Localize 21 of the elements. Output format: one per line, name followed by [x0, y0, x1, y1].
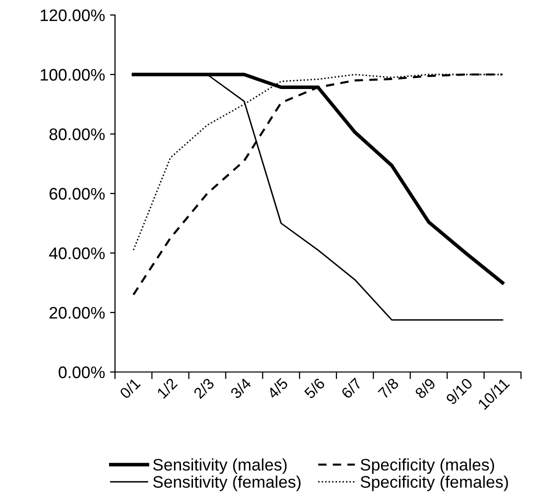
- x-tick-label: 2/3: [192, 377, 215, 400]
- y-tick-label: 80.00%: [49, 128, 105, 140]
- x-tick-label: 7/8: [377, 377, 400, 400]
- y-tick-label: 100.00%: [40, 68, 105, 81]
- y-tick-label: 0.00%: [58, 366, 105, 378]
- legend-label: Sensitivity (males): [153, 458, 287, 474]
- x-tick-label: 0/1: [118, 377, 141, 400]
- x-tick-label: 4/5: [266, 377, 289, 400]
- y-tick-label: 20.00%: [50, 306, 105, 319]
- legend-label: Sensitivity (females): [153, 476, 301, 492]
- legend-label: Specificity (males): [360, 458, 494, 474]
- x-tick-label: 8/9: [414, 377, 436, 400]
- x-tick-label: 3/4: [230, 377, 252, 400]
- legend-label: Specificity (females): [360, 476, 508, 492]
- x-tick-label: 5/6: [303, 377, 326, 400]
- x-tick-label: 1/2: [156, 377, 178, 399]
- y-tick-label: 60.00%: [50, 188, 105, 200]
- x-tick-label: 9/10: [445, 377, 474, 406]
- x-tick-label: 6/7: [340, 377, 362, 400]
- y-tick-label: 120.00%: [40, 9, 105, 22]
- y-tick-label: 40.00%: [49, 247, 105, 260]
